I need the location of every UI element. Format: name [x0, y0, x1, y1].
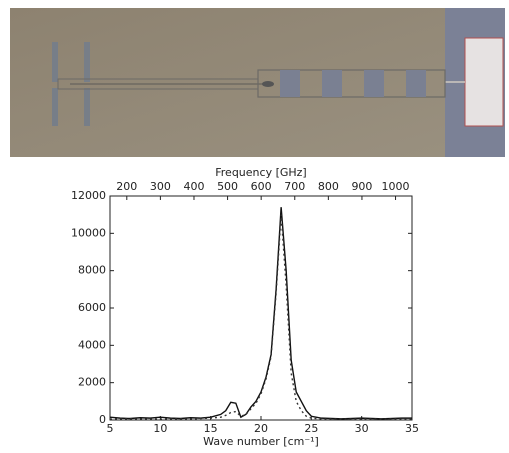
plot-frame — [109, 195, 413, 421]
x2-tick-label: 300 — [150, 180, 171, 193]
x-tick-label: 5 — [107, 422, 114, 435]
x2-tick-label: 900 — [351, 180, 372, 193]
x-tick-label: 20 — [254, 422, 268, 435]
x2-tick-label: 800 — [318, 180, 339, 193]
y-tick-label: 10000 — [71, 226, 106, 239]
micrograph — [10, 8, 505, 157]
y-tick-label: 8000 — [78, 264, 106, 277]
x2-tick-label: 500 — [217, 180, 238, 193]
y-tick-label: 4000 — [78, 338, 106, 351]
x-tick-label: 25 — [304, 422, 318, 435]
y-tick-label: 0 — [99, 413, 106, 426]
series-line — [109, 207, 412, 420]
x2-axis-label: Frequency [GHz] — [215, 166, 306, 179]
x-axis-label: Wave number [cm⁻¹] — [203, 435, 319, 448]
x-tick-label: 35 — [405, 422, 419, 435]
y-tick-label: 12000 — [71, 189, 106, 202]
series-line — [110, 214, 412, 420]
x2-tick-label: 700 — [284, 180, 305, 193]
x2-tick-label: 1000 — [382, 180, 410, 193]
x2-tick-label: 400 — [183, 180, 204, 193]
x-tick-label: 10 — [153, 422, 167, 435]
y-tick-label: 2000 — [78, 376, 106, 389]
y-tick-label: 6000 — [78, 301, 106, 314]
x-tick-label: 15 — [204, 422, 218, 435]
x2-tick-label: 600 — [251, 180, 272, 193]
x2-tick-label: 200 — [116, 180, 137, 193]
x-tick-label: 30 — [355, 422, 369, 435]
